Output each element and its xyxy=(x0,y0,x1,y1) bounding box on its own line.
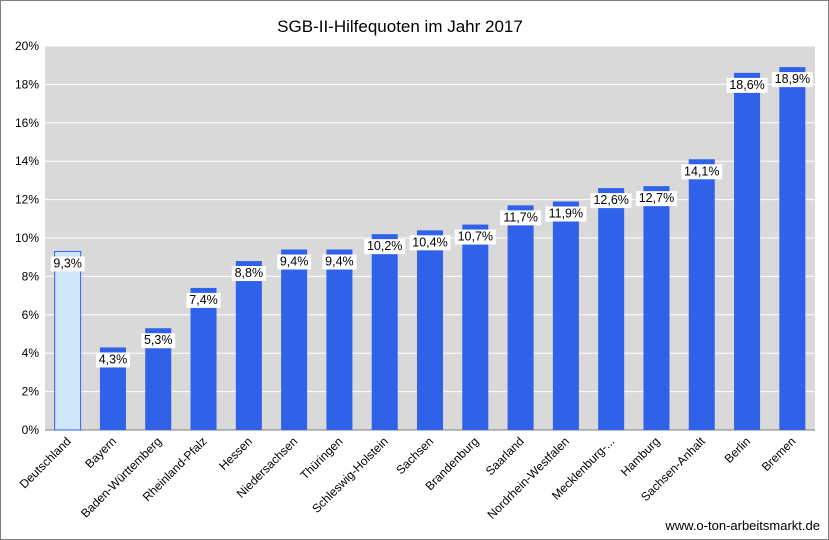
bar xyxy=(734,72,761,430)
x-tick-label: Baden-Württemberg xyxy=(78,434,164,520)
data-labels: 9,3% 4,3% 5,3% 7,4% 8,8% 9,4% 9,4% 10,2% 10,4% 10… xyxy=(50,72,813,368)
data-label-box xyxy=(726,77,768,93)
data-label-box xyxy=(500,210,542,226)
bar xyxy=(326,249,353,430)
y-tick-label: 12% xyxy=(15,193,39,207)
y-tick-label: 4% xyxy=(22,346,40,360)
y-tick-label: 10% xyxy=(15,231,39,245)
data-label-box xyxy=(681,164,723,180)
x-axis-tick-labels: Deutschland BayernBaden-WürttembergRheinl… xyxy=(17,434,799,522)
y-tick-label: 6% xyxy=(22,308,40,322)
bar xyxy=(462,224,489,430)
data-label-box xyxy=(95,352,130,368)
data-label: 18,9% xyxy=(775,72,810,86)
data-label: 7,4% xyxy=(189,293,218,307)
data-label: 9,4% xyxy=(280,255,309,269)
bar-highlight xyxy=(54,250,82,431)
y-axis-tick-labels: 0% 2% 4% 6% 8% 10% 12% 14% 16% 18% 20% xyxy=(15,39,39,437)
bar xyxy=(417,230,443,430)
data-label: 8,8% xyxy=(235,266,264,280)
data-label-box xyxy=(322,254,357,270)
data-label: 12,7% xyxy=(639,191,674,205)
x-tick-label: Schleswig-Holstein xyxy=(309,434,391,516)
bar xyxy=(552,201,579,430)
y-tick-label: 18% xyxy=(15,77,39,91)
x-tick-label: Nordrhein-Westfalen xyxy=(484,434,572,522)
data-label-box xyxy=(364,239,406,255)
data-label: 10,7% xyxy=(458,230,493,244)
data-label: 5,3% xyxy=(144,333,173,347)
data-label: 10,2% xyxy=(367,239,402,253)
data-label: 14,1% xyxy=(684,164,719,178)
data-label-box xyxy=(277,254,312,270)
data-label: 9,4% xyxy=(325,255,354,269)
bar xyxy=(779,67,806,431)
bar xyxy=(598,188,625,430)
x-tick-label: Sachsen xyxy=(393,434,436,477)
bar xyxy=(643,186,670,430)
source-footer: www.o-ton-arbeitsmarkt.de xyxy=(664,518,820,533)
bar xyxy=(190,287,217,430)
data-label: 18,6% xyxy=(729,78,764,92)
y-tick-label: 14% xyxy=(15,154,39,168)
x-tick-label: Hamburg xyxy=(618,434,663,479)
x-tick-label: Saarland xyxy=(483,434,527,478)
x-tick-label: Berlin xyxy=(722,434,754,466)
x-tick-label: Bayern xyxy=(82,434,119,471)
bar xyxy=(235,261,262,430)
data-label: 10,4% xyxy=(412,235,447,249)
y-tick-label: 2% xyxy=(22,385,40,399)
gridlines xyxy=(45,45,815,431)
data-label-box xyxy=(50,256,85,272)
data-label: 4,3% xyxy=(99,352,128,366)
data-label: 9,3% xyxy=(53,256,82,270)
x-tick-label: Hessen xyxy=(216,434,255,473)
x-tick-label: Thüringen xyxy=(297,434,345,482)
data-label-box xyxy=(186,292,221,308)
bar xyxy=(688,159,715,430)
y-tick-label: 0% xyxy=(22,423,40,437)
data-label-box xyxy=(454,229,496,245)
y-tick-label: 16% xyxy=(15,116,39,130)
data-label-box xyxy=(231,266,266,282)
y-tick-label: 20% xyxy=(15,39,39,53)
data-label: 11,7% xyxy=(503,210,538,224)
x-tick-label: Bremen xyxy=(759,434,799,474)
x-tick-label: Deutschland xyxy=(17,434,74,491)
data-label-box xyxy=(590,193,632,209)
data-label: 11,9% xyxy=(549,207,584,221)
data-label-box xyxy=(141,333,176,349)
bar xyxy=(281,249,308,430)
chart-title: SGB-II-Hilfequoten im Jahr 2017 xyxy=(277,17,523,36)
bar xyxy=(371,234,398,430)
bar xyxy=(507,205,534,430)
data-label-box xyxy=(409,235,451,251)
data-label-box xyxy=(771,72,813,88)
data-label-box xyxy=(545,206,587,222)
data-label-box xyxy=(635,191,677,207)
y-tick-label: 8% xyxy=(22,269,40,283)
data-label: 12,6% xyxy=(593,193,628,207)
